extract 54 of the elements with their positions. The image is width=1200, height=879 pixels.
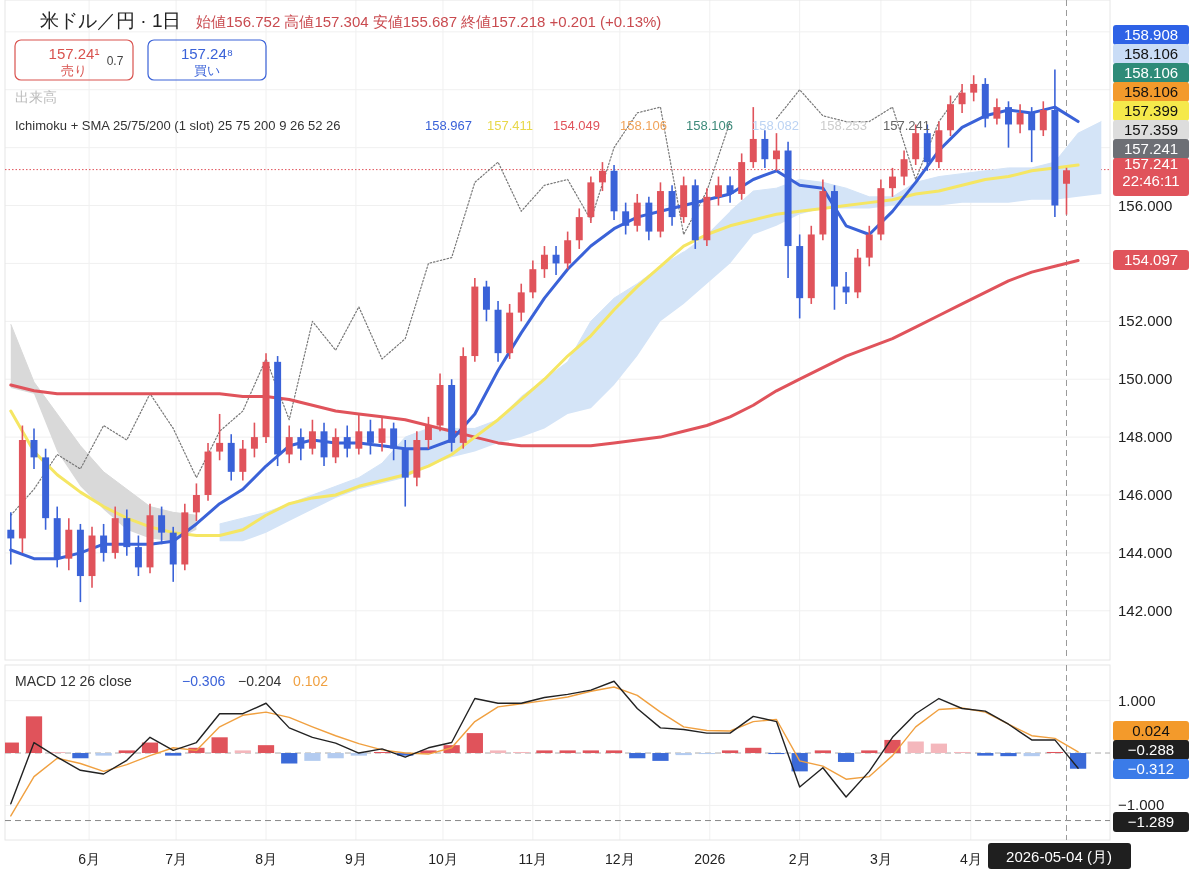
annotation: 買い (194, 63, 220, 78)
text: 157.359 (1123, 121, 1179, 138)
text: 158.106 (1123, 83, 1179, 100)
y-tick-label: 1.000 (1118, 691, 1156, 709)
annotation: 始値156.752 高値157.304 安値155.687 終値157.218 +0.201 (+0.13%) (196, 13, 662, 30)
annotation: 出来高 (15, 89, 57, 105)
text: 22:46:11 (1122, 172, 1180, 189)
annotation: 0.102 (293, 673, 329, 689)
x-tick-label: 11月 (518, 851, 548, 867)
annotation: Ichimoku + SMA 25/75/200 (1 slot) 25 75 200 9 26 52 26 (15, 118, 341, 133)
text: 158.908 (1123, 26, 1179, 43)
text: −0.288 (1127, 741, 1175, 758)
x-tick-label: 2月 (788, 851, 811, 867)
y-tick-label: 146.000 (1118, 486, 1173, 503)
text: 米ドル／円 · 1日 (40, 10, 182, 31)
text: 157.399 (1123, 102, 1179, 119)
x-tick-label: 10月 (428, 851, 458, 867)
x-tick-label: 8月 (255, 851, 277, 867)
text: 157.241 (1123, 155, 1179, 172)
annotation: 158.106 (686, 118, 733, 133)
text: 158.106 (1123, 45, 1179, 62)
x-tick-label: 9月 (345, 851, 367, 867)
text: −1.289 (1127, 813, 1175, 830)
annotation: 158.967 (425, 118, 472, 133)
x-tick-label: 12月 (605, 851, 635, 867)
text: −0.312 (1127, 760, 1175, 777)
annotation: MACD 12 26 close (15, 673, 132, 689)
x-tick-label: 6月 (78, 851, 101, 867)
annotation: 0.7 (106, 54, 124, 68)
y-tick-label: 148.000 (1118, 428, 1173, 446)
annotation: 売り (61, 63, 87, 78)
annotation: 157.411 (487, 118, 534, 133)
annotation: 157.24¹ (48, 45, 100, 62)
y-tick-label: −1.000 (1118, 796, 1165, 814)
y-tick-label: 156.000 (1118, 196, 1173, 214)
annotation: −0.204 (238, 673, 282, 689)
y-tick-label: 142.000 (1118, 601, 1173, 619)
x-tick-label: 3月 (869, 851, 892, 867)
annotation: −0.306 (182, 673, 226, 689)
x-tick-label: 2026 (694, 851, 726, 867)
text: 158.106 (1123, 64, 1179, 81)
x-tick-label: 7月 (165, 851, 188, 867)
y-tick-label: 152.000 (1118, 312, 1173, 330)
x-tick-label: 4月 (959, 851, 982, 867)
y-tick-label: 150.000 (1118, 370, 1173, 388)
annotation: 157.241 (883, 118, 930, 133)
text: 154.097 (1123, 251, 1179, 268)
text: 2026-05-04 (月) (1006, 848, 1112, 865)
text: 0.024 (1132, 722, 1170, 739)
annotation: 154.049 (553, 118, 600, 133)
text: 157.241 (1123, 140, 1179, 157)
y-tick-label: 144.000 (1118, 543, 1173, 561)
annotation: 157.24⁸ (180, 45, 234, 62)
annotation: 158.253 (820, 118, 867, 133)
